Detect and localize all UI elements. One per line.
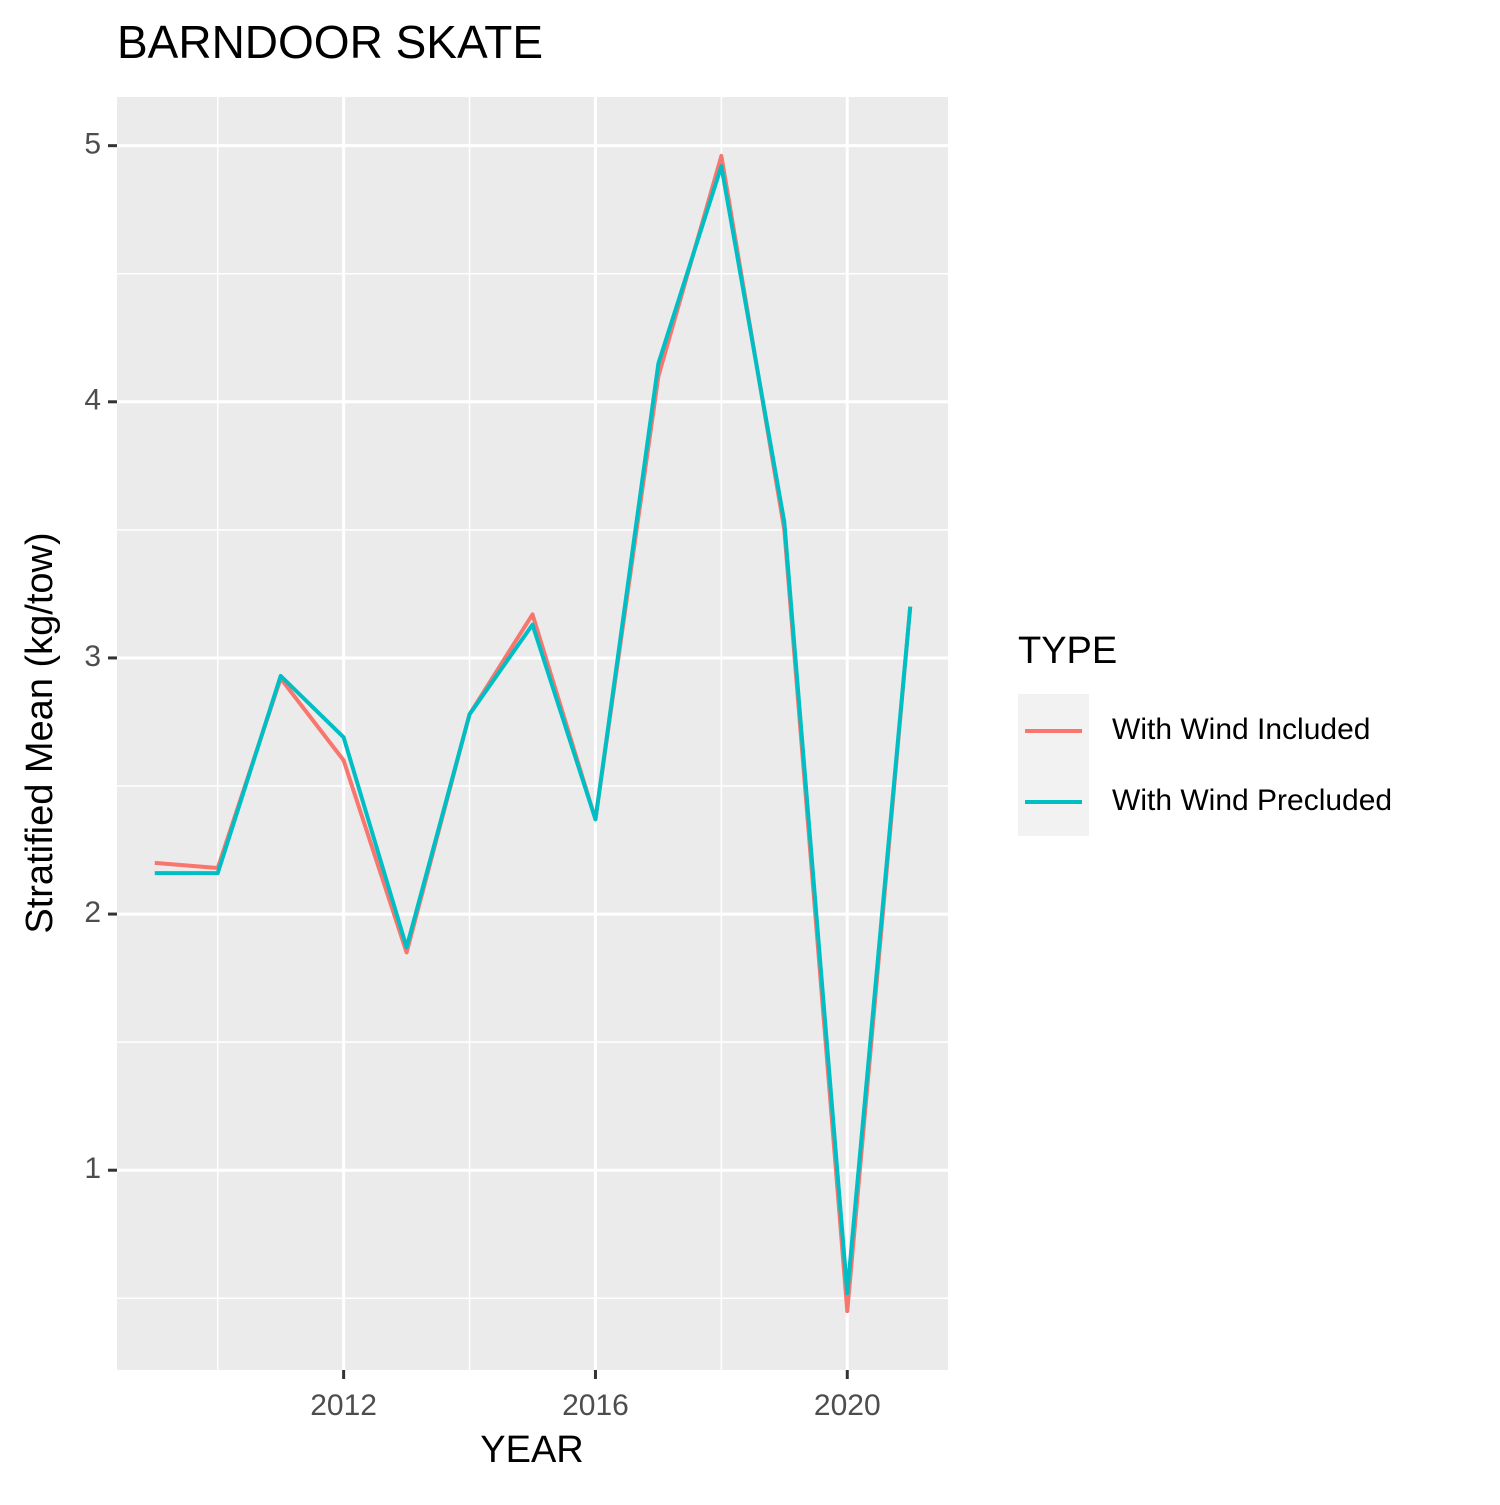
y-tick-label: 5: [84, 128, 101, 161]
panel: [117, 97, 948, 1370]
y-axis-label: Stratified Mean (kg/tow): [19, 532, 61, 933]
y-tick-label: 2: [84, 896, 101, 929]
x-tick-label: 2016: [562, 1389, 629, 1422]
legend-label: With Wind Precluded: [1112, 784, 1392, 817]
legend-label: With Wind Included: [1112, 713, 1370, 746]
series-line: [154, 164, 913, 1296]
y-tick-label: 1: [84, 1152, 101, 1185]
x-tick-label: 2012: [310, 1389, 377, 1422]
x-tick-label: 2020: [814, 1389, 881, 1422]
y-tick-label: 4: [84, 384, 101, 417]
legend-key-bg: [1018, 694, 1089, 836]
legend-title: TYPE: [1018, 630, 1117, 672]
y-tick-label: 3: [84, 640, 101, 673]
x-axis-label: YEAR: [480, 1429, 583, 1471]
chart-title: BARNDOOR SKATE: [117, 16, 543, 68]
